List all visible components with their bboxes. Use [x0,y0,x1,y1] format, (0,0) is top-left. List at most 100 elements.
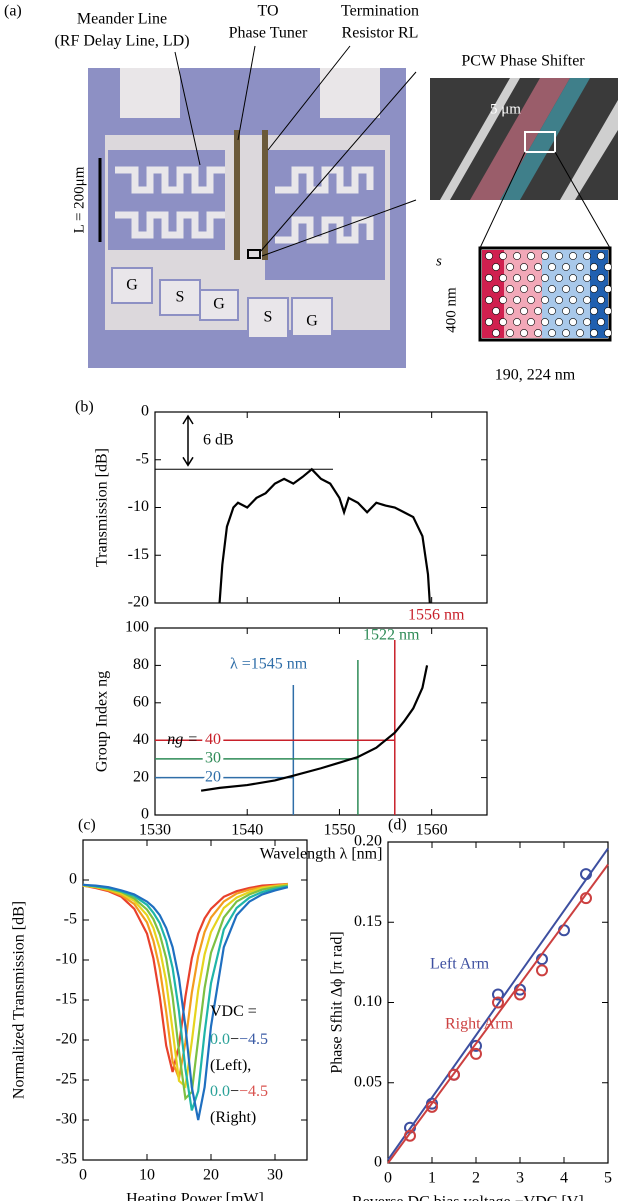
hole [562,307,570,315]
legend-part: 0.0 [210,1031,230,1048]
hole [534,285,542,293]
hole [576,263,584,271]
marker-y-label: 40 [205,731,221,748]
hole [492,263,500,271]
y-tick-label: -25 [56,1071,77,1088]
legend-part: − [230,1031,239,1048]
hole [520,263,528,271]
hole [485,318,493,326]
y-tick-label: 20 [133,768,149,785]
data-point [448,1068,460,1081]
hole [485,274,493,282]
hole [597,252,605,260]
hole [555,318,563,326]
meander [275,166,374,244]
marker-x-label: 1556 nm [408,607,465,624]
y-axis-label: Group Index ng [94,671,111,772]
hole [569,274,577,282]
hole [527,252,535,260]
y-tick-label: 0 [141,403,149,420]
hole [506,285,514,293]
hole [506,329,514,337]
meander [115,166,225,239]
hole-label: 190, 224 nm [495,367,576,384]
pads [111,267,333,339]
hole [562,263,570,271]
hole [485,296,493,304]
legend-part: (Left), [210,1057,251,1074]
data-point [470,1039,482,1052]
hole [534,307,542,315]
y-tick-label: 0.20 [354,833,382,850]
y-tick-label: -10 [56,951,77,968]
x-tick-label: 1560 [416,822,448,839]
legend-part: −4.5 [239,1031,268,1048]
marker-y-label: 20 [205,768,221,785]
hole [548,263,556,271]
legend-text: 0.0−−4.5 [210,1031,268,1048]
x-tick-label: 1540 [231,822,263,839]
data-point [492,996,504,1009]
phase-shifter [262,130,268,260]
leader [554,151,611,249]
hole [520,307,528,315]
hole [597,318,605,326]
y-tick-label: -20 [128,594,149,611]
data-point [580,868,592,881]
series-label: Right Arm [445,1016,514,1033]
x-axis-label: Wavelength λ [nm] [260,846,383,863]
x-axis-label: Heating Power [mW] [126,1191,264,1201]
pad [120,68,180,118]
data-point [536,964,548,977]
pad-label: G [213,296,225,313]
hole [499,318,507,326]
n-plus [590,250,608,338]
holes [485,252,612,337]
hole [492,285,500,293]
x-tick-label: 5 [604,1170,612,1187]
leader [479,151,526,249]
data-line [200,665,429,792]
leader [237,45,256,141]
x-tick-label: 4 [560,1170,568,1187]
panel-label: (d) [388,817,407,834]
hole [513,274,521,282]
legend-text: (Left), [210,1057,251,1074]
hole [527,274,535,282]
marker-x-label: 1522 nm [363,627,420,644]
hole [555,296,563,304]
hole [499,296,507,304]
marker-x-label: λ =1545 nm [230,656,308,673]
hole [590,329,598,337]
hole [506,307,514,315]
hole [492,329,500,337]
callout: (RF Delay Line, LD) [54,33,189,50]
callout: Termination [341,3,419,20]
hole [583,296,591,304]
x-tick-label: 1530 [139,822,171,839]
fit-line [387,863,609,1164]
data-point [514,988,526,1001]
zoom-box [524,131,556,153]
y-tick-label: -35 [56,1151,77,1168]
hole [541,318,549,326]
y-tick-label: -10 [128,498,149,515]
plot-frame [154,627,488,816]
hole [527,318,535,326]
hole [576,329,584,337]
leader [267,45,351,151]
leader [174,51,201,166]
sem-edge [440,78,618,200]
hole [576,285,584,293]
y-tick-label: -5 [136,450,149,467]
hole [548,285,556,293]
hole [604,329,612,337]
hole [513,252,521,260]
fit-line [387,847,609,1161]
y-axis-label: Normalized Transmission [dB] [11,901,28,1099]
hole [583,252,591,260]
panel-a: (a) G S G S G L = 200μm Meander Line (RF… [4,3,618,384]
data-line [82,883,289,1111]
y-tick-label: 0 [69,871,77,888]
hole [513,296,521,304]
